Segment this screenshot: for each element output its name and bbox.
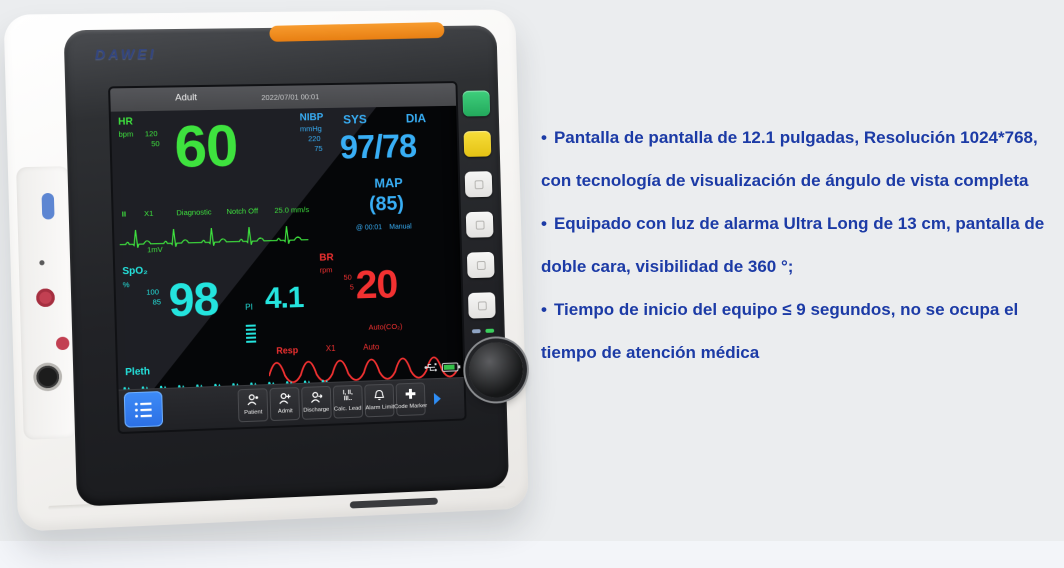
power-led-green [484,328,494,333]
spo2-label: SpO₂ [122,265,148,278]
rotary-knob[interactable] [468,341,524,399]
usb-icon [424,362,437,372]
ecg-scale-label: 1mV [146,244,163,255]
spo2-unit: % [122,280,130,290]
nibp-map-value: (85) [368,192,405,216]
connector-blue-port [41,192,55,220]
hr-label: HR [118,116,133,128]
nibp-sys-label: SYS [342,112,367,127]
connector-red-port [36,288,55,308]
br-value[interactable]: 20 [355,262,398,308]
alarm-light-bar [269,22,445,42]
brand-logo: DAWEI [94,45,157,63]
physical-button-column [459,90,500,334]
discharge-icon [310,390,322,404]
menu-more-button[interactable] [427,382,447,415]
side-button-green[interactable] [462,90,491,117]
ecg-waveform [118,211,320,264]
bullet-dot: • [541,300,547,319]
alarm-bell-icon [373,388,385,402]
menu-items-row: Patient Admit [237,382,448,423]
br-source-label: Auto(CO₂) [368,321,403,332]
screen-header-bar: Adult 2022/07/01 00:01 [110,83,457,112]
nibp-value[interactable]: 97/78 [339,127,417,166]
spo2-signal-bars-icon [245,324,257,345]
admit-button[interactable]: Admit [269,387,301,422]
nibp-status-time: @ 00:01 [355,224,383,232]
housing-foot-slot [349,497,438,509]
hr-limit-high: 120 [144,129,158,139]
br-limit-high: 50 [343,272,352,282]
feature-item: • Tiempo de inicio del equipo ≤ 9 segundo… [541,300,1019,362]
nibp-label: NIBP [299,112,324,124]
connector-ecg-din-port [36,365,60,389]
calc-lead-icon: I, II, III.. [342,390,353,403]
side-button-3[interactable] [466,251,495,279]
hr-value[interactable]: 60 [173,113,239,181]
menu-list-icon [134,402,152,418]
hr-limit-low: 50 [151,139,160,149]
nibp-unit: mmHg [299,124,322,134]
status-io-row [424,361,461,372]
side-button-4[interactable] [467,292,496,319]
feature-item: • Pantalla de pantalla de 12.1 pulgadas, … [541,128,1038,190]
admit-icon [278,391,291,405]
connector-small-port [39,260,45,266]
nibp-limit-low: 75 [314,143,323,154]
side-button-2[interactable] [465,211,494,238]
calc-lead-button[interactable]: I, II, III.. Calc. Lead [332,384,364,419]
side-button-yellow[interactable] [463,130,492,157]
main-menu-button[interactable] [123,391,164,428]
side-button-1[interactable] [464,171,493,198]
spo2-limit-high: 100 [146,287,160,297]
spo2-pi-value: 4.1 [264,281,304,316]
code-marker-button[interactable]: Code Marker [394,382,427,417]
datetime-label: 2022/07/01 00:01 [261,92,320,103]
bullet-dot: • [541,214,547,233]
hr-unit: bpm [118,129,134,139]
patient-type-label[interactable]: Adult [175,92,198,104]
spo2-value[interactable]: 98 [168,272,219,327]
front-bezel: DAWEI Adult 2022/07/01 00:01 HR bpm 120 … [63,22,524,507]
feature-list: • Pantalla de pantalla de 12.1 pulgadas, … [541,116,1055,374]
spo2-pi-label: PI [245,302,253,312]
patient-button[interactable]: Patient [237,388,269,423]
patient-monitor-device: DAWEI Adult 2022/07/01 00:01 HR bpm 120 … [3,9,529,532]
nibp-dia-label: DIA [405,111,427,126]
battery-icon [441,361,461,372]
footer-strip [0,541,1064,568]
screen-menu-bar: Patient Admit [118,377,465,433]
spo2-limit-low: 85 [152,297,162,307]
power-led-blue [471,329,481,334]
bullet-dot: • [541,128,547,147]
code-marker-cross-icon [404,387,416,401]
nibp-map-label: MAP [374,175,403,191]
patient-icon [247,393,259,407]
br-label: BR [319,252,334,264]
discharge-button[interactable]: Discharge [301,385,332,420]
monitor-screen: Adult 2022/07/01 00:01 HR bpm 120 50 60 … [110,83,465,433]
feature-item: • Equipado con luz de alarma Ultra Long d… [541,214,1045,276]
indicator-leds [471,328,494,334]
nibp-limit-high: 220 [308,134,321,144]
monitor-housing: DAWEI Adult 2022/07/01 00:01 HR bpm 120 … [3,9,529,532]
br-limit-low: 5 [349,282,354,292]
br-unit: rpm [319,265,333,275]
nibp-status-mode: Manual [389,223,412,231]
next-chevron-icon [433,392,441,405]
connector-red-port-2 [55,336,70,351]
alarm-limit-button[interactable]: Alarm Limit [364,383,395,418]
